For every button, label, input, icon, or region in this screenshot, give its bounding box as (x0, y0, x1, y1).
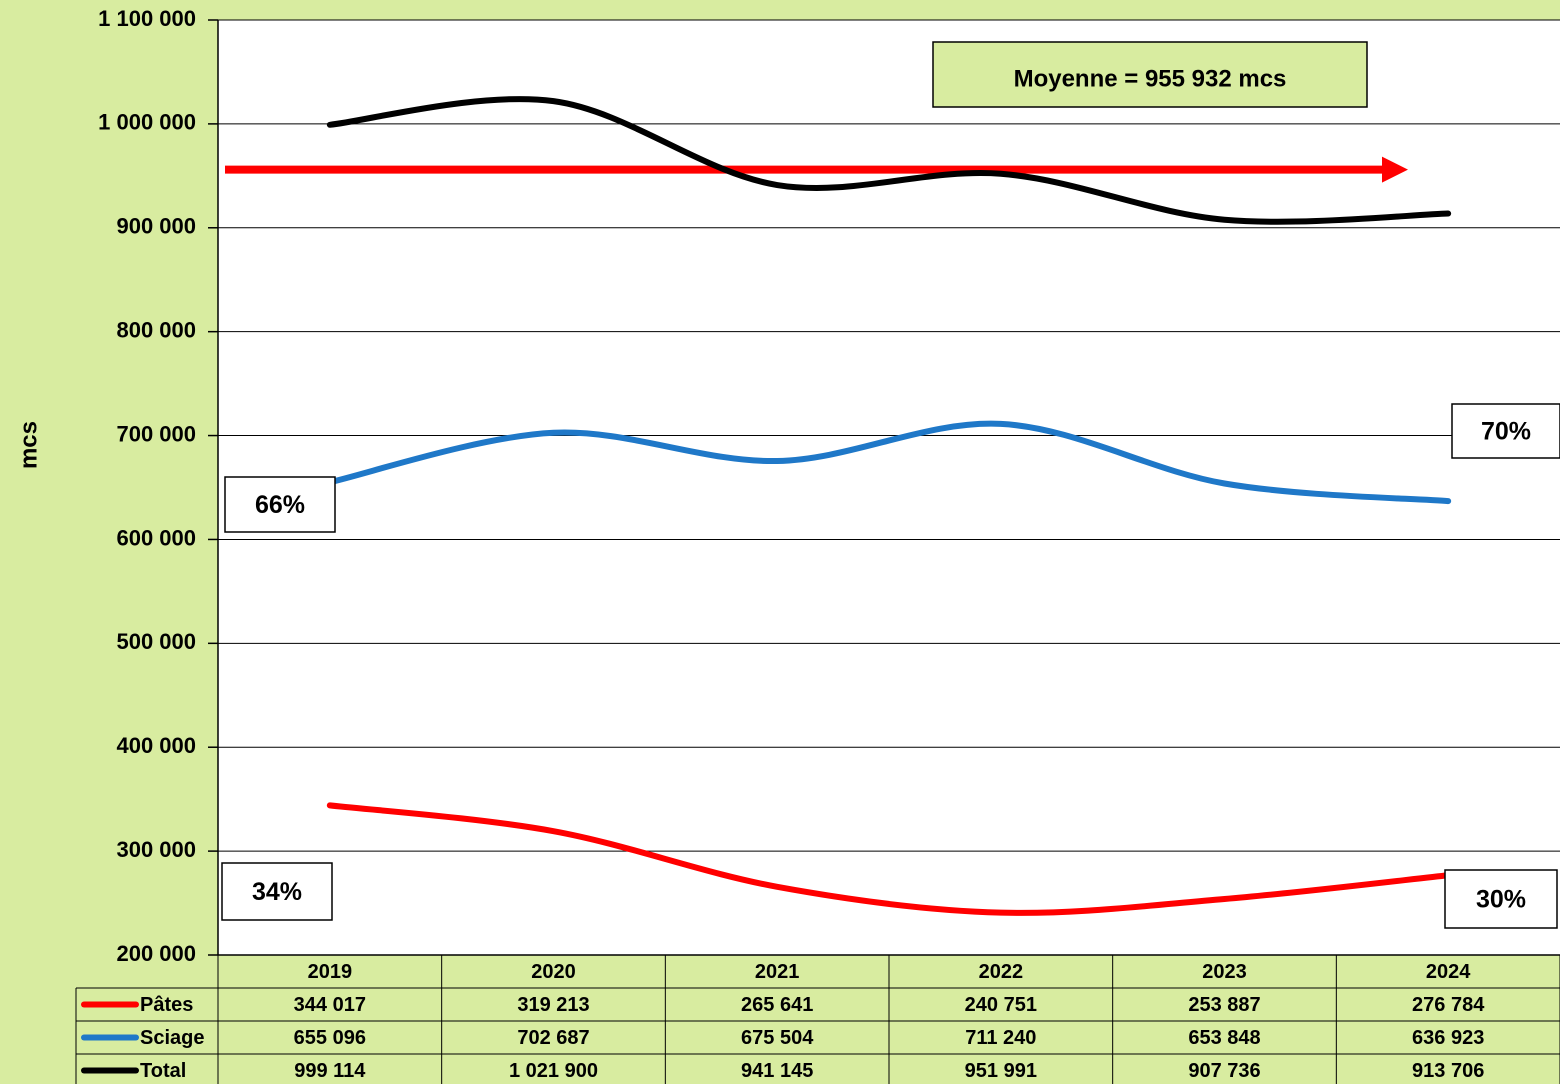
x-tick-label: 2022 (979, 961, 1024, 983)
y-tick-label: 300 000 (116, 837, 196, 862)
y-tick-label: 1 000 000 (98, 110, 196, 135)
y-tick-label: 400 000 (116, 733, 196, 758)
annotation: 66% (255, 491, 305, 519)
y-tick-label: 800 000 (116, 317, 196, 342)
series-line (326, 420, 1452, 505)
average-box (932, 41, 1368, 108)
average-arrowhead (1382, 156, 1408, 183)
table-value: 951 991 (965, 1060, 1037, 1082)
annotation: 70% (1481, 418, 1531, 446)
annotation-box (224, 476, 336, 533)
series-line (326, 802, 1452, 916)
annotation-box (221, 862, 333, 921)
table-value: 913 706 (1412, 1060, 1484, 1082)
table-value: 253 887 (1188, 994, 1260, 1016)
y-tick-label: 500 000 (116, 629, 196, 654)
table-value: 702 687 (517, 1027, 589, 1049)
annotation-box (1444, 869, 1558, 929)
table-value: 907 736 (1188, 1060, 1260, 1082)
table-value: 636 923 (1412, 1027, 1484, 1049)
y-tick-label: 600 000 (116, 525, 196, 550)
x-tick-label: 2021 (755, 961, 800, 983)
series-line (326, 96, 1452, 225)
y-tick-label: 700 000 (116, 421, 196, 446)
y-axis-label: mcs (15, 421, 42, 469)
table-value: 276 784 (1412, 994, 1485, 1016)
average-label: Moyenne = 955 932 mcs (1014, 65, 1287, 92)
x-tick-label: 2020 (531, 961, 576, 983)
table-value: 1 021 900 (509, 1060, 598, 1082)
table-value: 344 017 (294, 994, 366, 1016)
table-value: 265 641 (741, 994, 813, 1016)
x-tick-label: 2019 (308, 961, 353, 983)
table-value: 941 145 (741, 1060, 813, 1082)
annotation-box (1451, 403, 1560, 459)
legend-label: Total (140, 1060, 186, 1082)
legend-label: Pâtes (140, 994, 193, 1016)
table-value: 655 096 (294, 1027, 366, 1049)
y-tick-label: 200 000 (116, 941, 196, 966)
legend-label: Sciage (140, 1027, 204, 1049)
y-tick-label: 1 100 000 (98, 6, 196, 31)
x-tick-label: 2023 (1202, 961, 1247, 983)
table-value: 711 240 (965, 1027, 1036, 1049)
table-value: 240 751 (965, 994, 1037, 1016)
plot-area (218, 20, 1560, 955)
x-tick-label: 2024 (1426, 961, 1471, 983)
table-value: 319 213 (517, 994, 589, 1016)
annotation: 34% (252, 878, 302, 906)
table-value: 675 504 (741, 1027, 814, 1049)
annotation: 30% (1476, 886, 1526, 914)
y-tick-label: 900 000 (116, 214, 196, 239)
table-value: 653 848 (1188, 1027, 1260, 1049)
table-value: 999 114 (294, 1060, 366, 1082)
